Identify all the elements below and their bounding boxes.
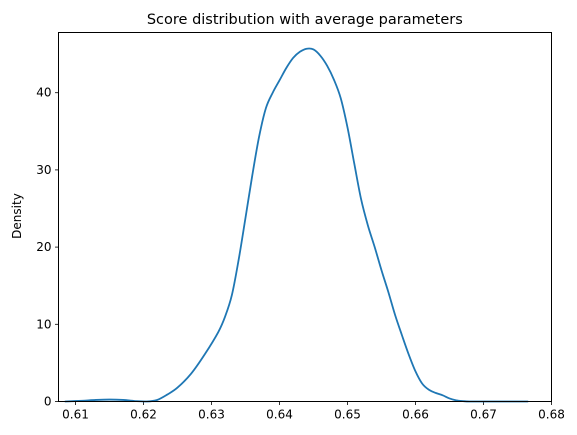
x-tick-label: 0.67	[470, 408, 497, 422]
series-layer	[64, 47, 529, 403]
density-curve	[64, 47, 529, 403]
x-axis-ticks: 0.61 0.62 0.63 0.64 0.65 0.66 0.67 0.68	[62, 401, 565, 422]
y-tick-label: 0	[44, 395, 52, 409]
y-tick-label: 20	[36, 240, 51, 254]
x-tick-label: 0.68	[538, 408, 565, 422]
x-tick-label: 0.61	[62, 408, 89, 422]
y-axis-label: Density	[10, 193, 24, 239]
x-tick-label: 0.64	[266, 408, 293, 422]
y-axis-ticks: 0 10 20 30 40	[36, 86, 59, 409]
plot-area-frame	[58, 32, 552, 402]
y-tick-label: 40	[36, 86, 51, 100]
x-tick-label: 0.63	[198, 408, 225, 422]
x-tick-label: 0.65	[334, 408, 361, 422]
chart-title: Score distribution with average paramete…	[147, 12, 463, 28]
y-tick-label: 10	[36, 317, 51, 331]
x-tick-label: 0.66	[402, 408, 429, 422]
x-tick-label: 0.62	[130, 408, 157, 422]
y-tick-label: 30	[36, 163, 51, 177]
